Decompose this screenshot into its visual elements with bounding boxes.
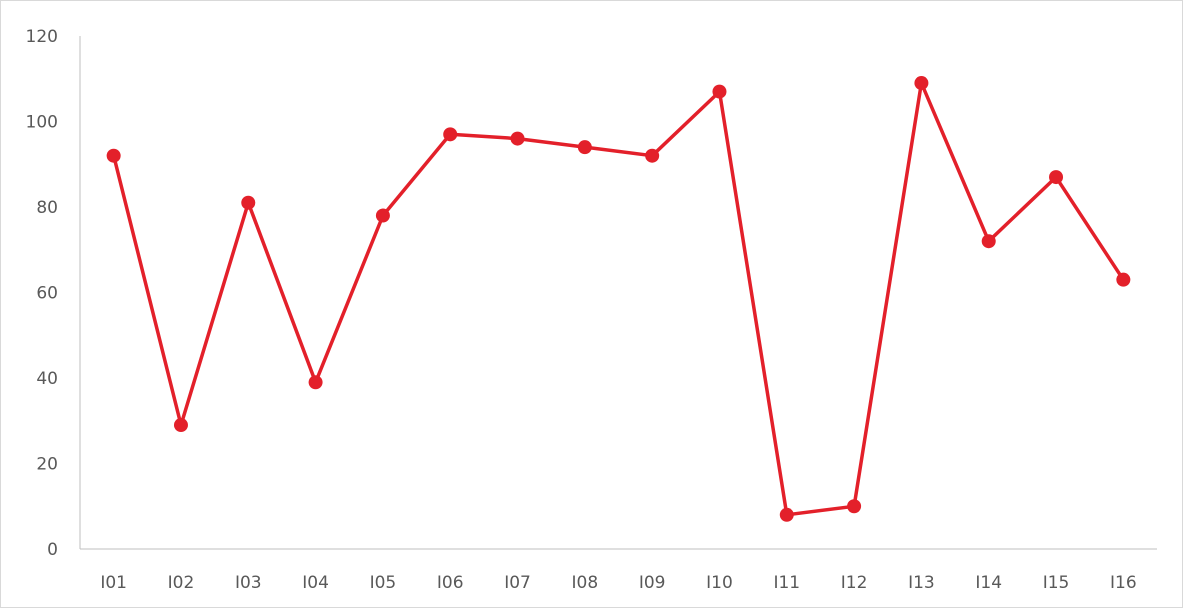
- x-tick-labels: I01 I02 I03 I04 I05 I06 I07 I08 I09 I10 I11 I12 I13 I…: [100, 573, 1136, 593]
- x-tick-label: I16: [1110, 573, 1137, 593]
- data-point[interactable]: [712, 84, 727, 99]
- x-tick-label: I12: [841, 573, 868, 593]
- data-point[interactable]: [981, 234, 996, 249]
- data-point[interactable]: [106, 148, 121, 163]
- x-tick-label: I10: [706, 573, 733, 593]
- data-point[interactable]: [1116, 272, 1131, 287]
- series-line: [111, 81, 1126, 517]
- x-tick-label: I01: [100, 573, 127, 593]
- data-point[interactable]: [375, 208, 390, 223]
- data-point[interactable]: [914, 76, 929, 91]
- y-tick-label: 20: [36, 455, 58, 475]
- data-point[interactable]: [510, 131, 525, 146]
- x-tick-label: I13: [908, 573, 935, 593]
- x-tick-label: I06: [437, 573, 464, 593]
- data-point[interactable]: [779, 507, 794, 522]
- data-point[interactable]: [577, 140, 592, 155]
- x-tick-label: I14: [975, 573, 1002, 593]
- data-point[interactable]: [1049, 170, 1064, 185]
- data-point[interactable]: [645, 148, 660, 163]
- y-tick-labels: 0 20 40 60 80 100 120: [26, 27, 58, 560]
- series-layer: [106, 76, 1131, 522]
- x-tick-label: I07: [504, 573, 531, 593]
- x-tick-label: I08: [572, 573, 599, 593]
- data-point[interactable]: [173, 418, 188, 433]
- y-tick-label: 40: [36, 369, 58, 389]
- x-tick-label: I02: [168, 573, 195, 593]
- y-tick-label: 100: [26, 113, 58, 133]
- x-tick-label: I09: [639, 573, 666, 593]
- x-tick-label: I04: [302, 573, 329, 593]
- data-point[interactable]: [443, 127, 458, 142]
- data-point[interactable]: [308, 375, 323, 390]
- x-tick-label: I11: [773, 573, 800, 593]
- y-tick-label: 80: [36, 198, 58, 218]
- y-tick-label: 120: [26, 27, 58, 47]
- data-point[interactable]: [847, 499, 862, 514]
- x-tick-label: I05: [370, 573, 397, 593]
- data-point[interactable]: [241, 195, 256, 210]
- x-tick-label: I15: [1043, 573, 1070, 593]
- y-tick-label: 0: [47, 540, 58, 560]
- y-tick-label: 60: [36, 284, 58, 304]
- x-tick-label: I03: [235, 573, 262, 593]
